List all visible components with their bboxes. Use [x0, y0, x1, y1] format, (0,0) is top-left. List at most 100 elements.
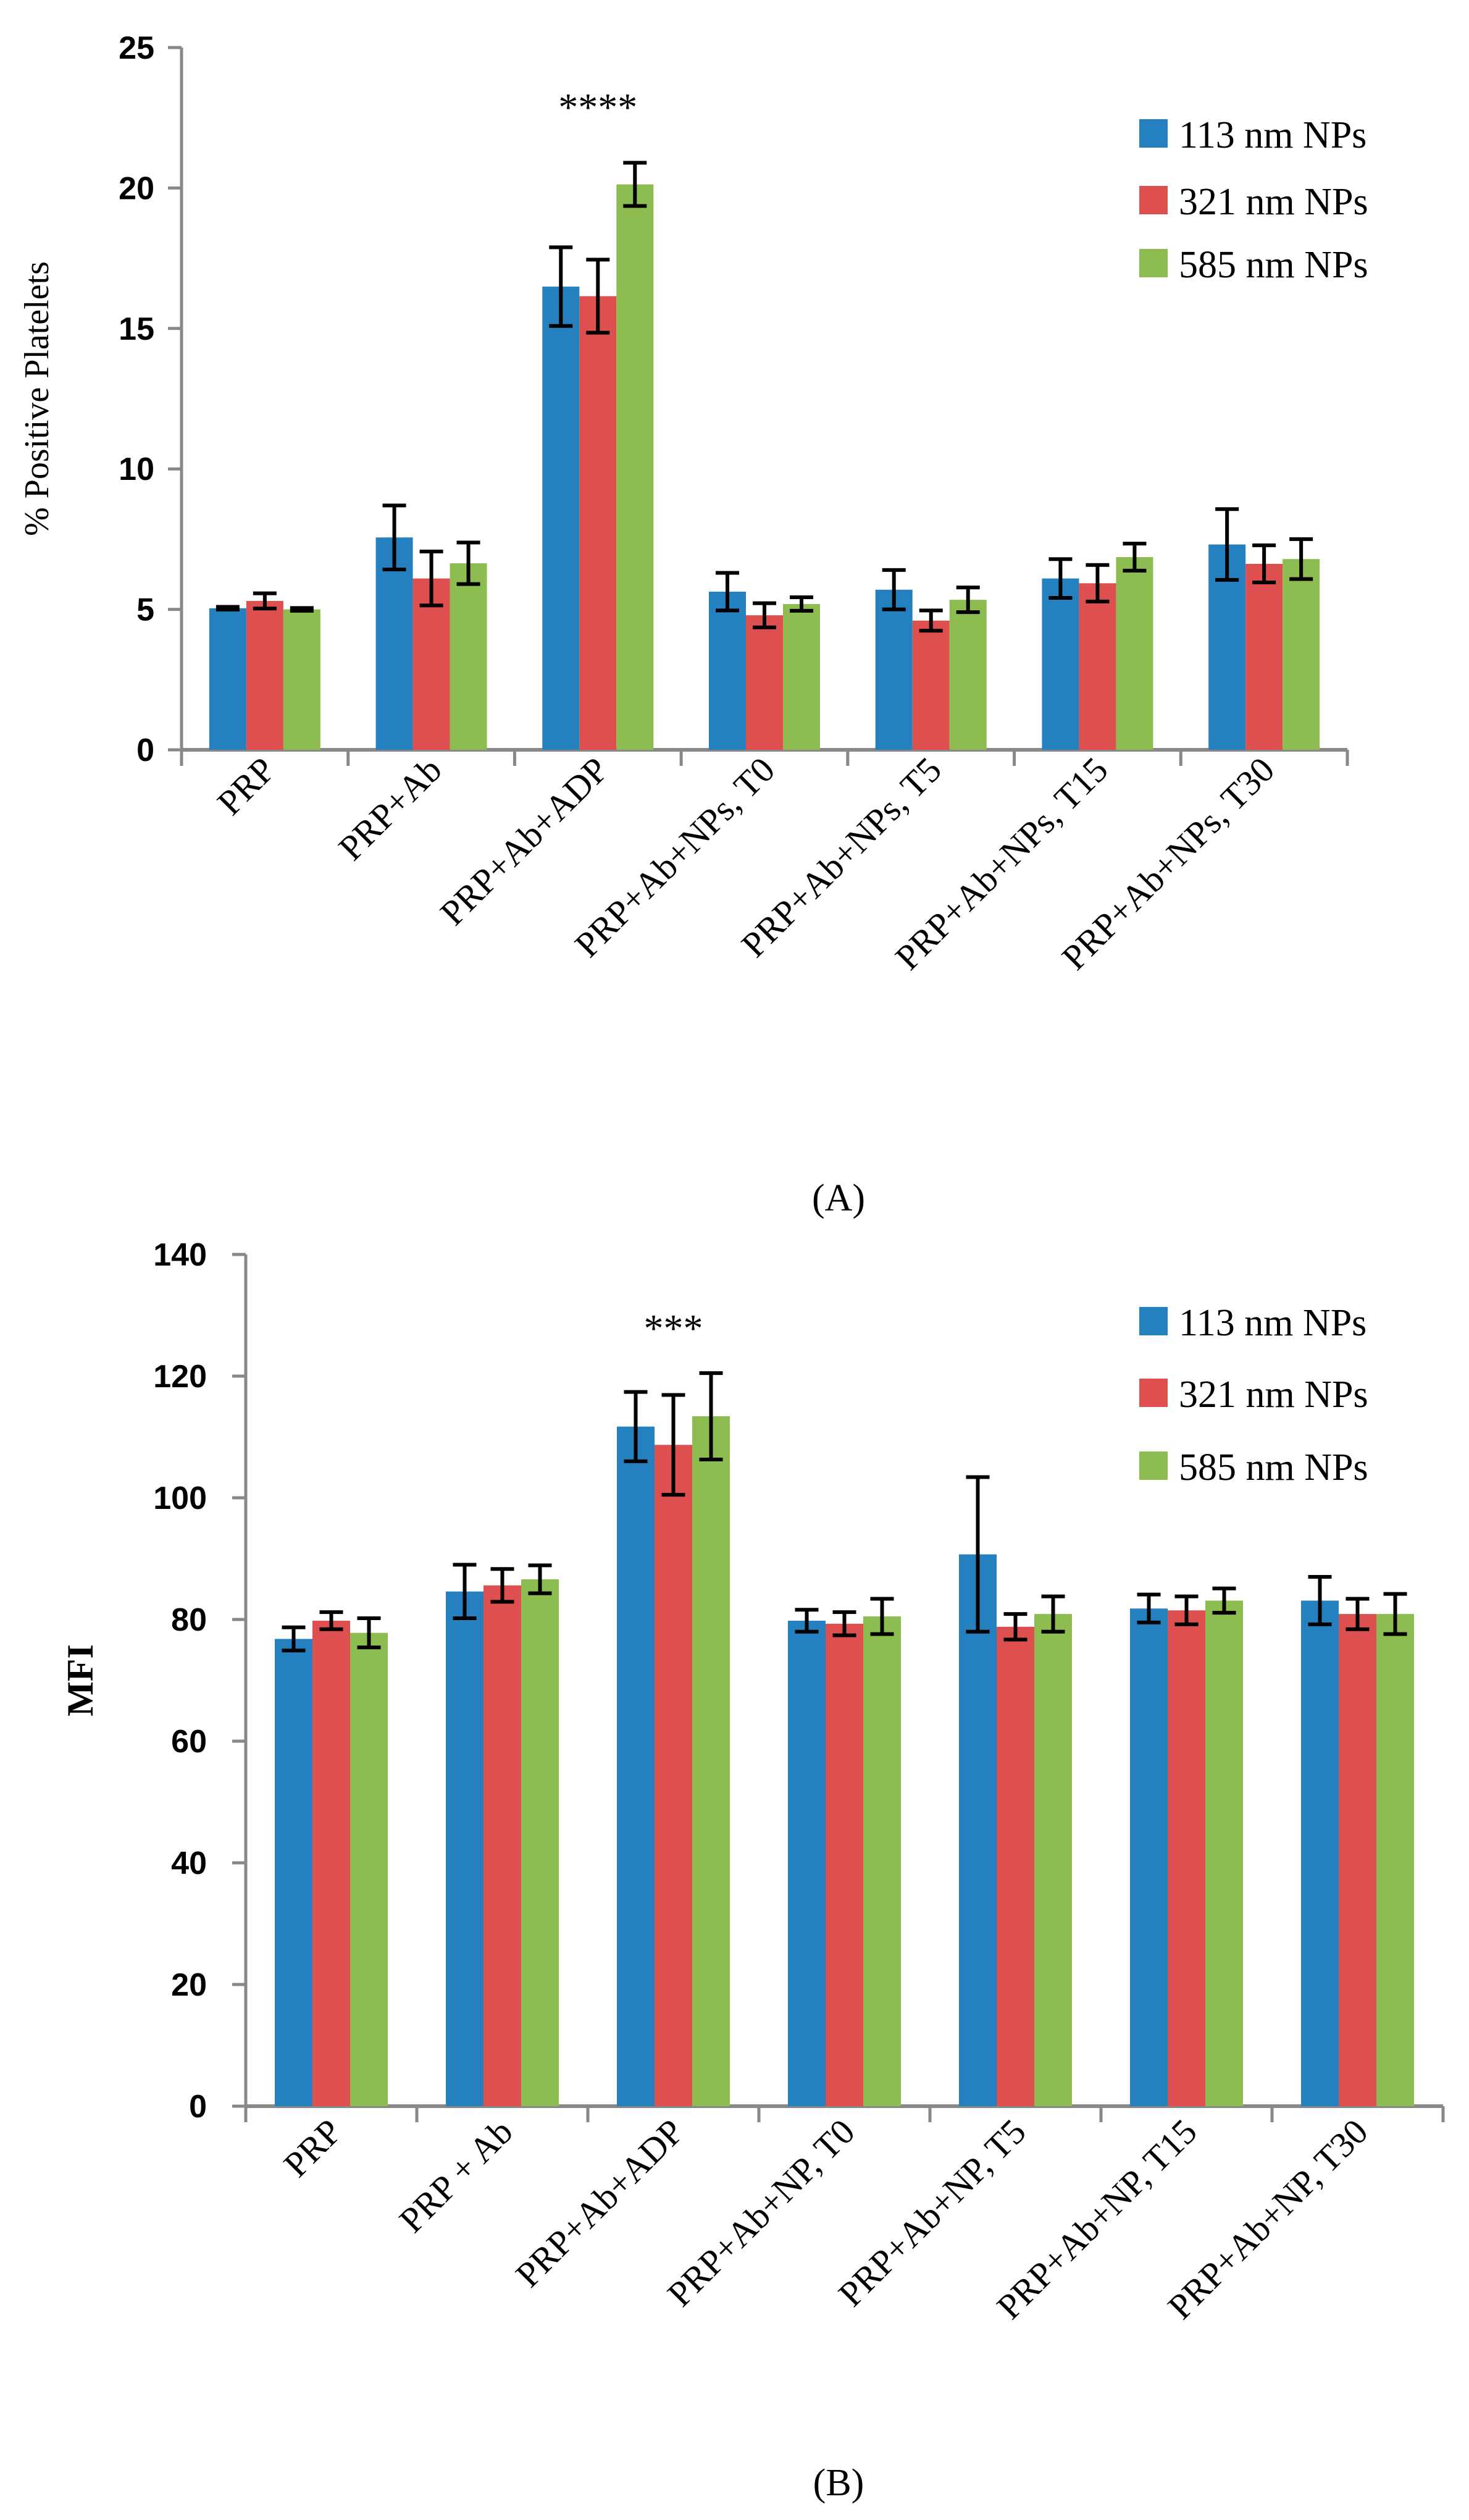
x-category-label: PRP + Ab — [391, 2111, 521, 2240]
error-bar — [1212, 1586, 1236, 1615]
error-bar — [319, 1610, 343, 1631]
error-bar — [790, 595, 813, 613]
error-bar — [382, 503, 406, 572]
error-bar — [419, 549, 443, 608]
legend-swatch — [1139, 186, 1168, 214]
error-bar — [1174, 1594, 1199, 1626]
significance-annotation: *** — [644, 1306, 703, 1350]
bar-585-nm-nps — [521, 1579, 559, 2106]
legend-swatch — [1139, 1451, 1168, 1480]
bar-113-nm-nps — [275, 1639, 312, 2106]
bar-585-nm-nps — [783, 603, 820, 750]
bar-585-nm-nps — [1205, 1600, 1243, 2106]
legend-label: 585 nm NPs — [1179, 1447, 1368, 1489]
bar-585-nm-nps — [1034, 1614, 1072, 2106]
bar-113-nm-nps — [875, 589, 913, 750]
bar-321-nm-nps — [912, 620, 950, 750]
error-bar — [699, 1371, 723, 1461]
legend-label: 585 nm NPs — [1179, 244, 1368, 286]
bar-585-nm-nps — [450, 563, 487, 750]
error-bar — [716, 571, 739, 613]
legend-swatch — [1139, 1307, 1168, 1335]
error-bar — [882, 568, 906, 611]
error-bar — [624, 1390, 648, 1463]
x-category-label: PRP — [276, 2111, 349, 2185]
error-bar — [290, 606, 314, 613]
error-bar — [253, 591, 277, 611]
bar-321-nm-nps — [1168, 1610, 1205, 2106]
panel-caption-a: (A) — [812, 1177, 865, 1219]
error-bar — [1252, 543, 1276, 584]
x-category-label: PRP+Ab — [331, 749, 450, 868]
legend-label: 321 nm NPs — [1179, 1374, 1368, 1416]
y-axis-title: MFI — [60, 1644, 101, 1716]
bar-321-nm-nps — [655, 1445, 692, 2106]
y-tick-label: 80 — [171, 1602, 207, 1638]
chart-panel-a: 0 5 10 15 20 25 % Positive Platelets PRP PRP+AbP… — [18, 30, 1368, 978]
y-tick-label: 60 — [171, 1724, 207, 1760]
error-bar — [1003, 1612, 1027, 1642]
legend-label: 113 nm NPs — [1179, 114, 1366, 156]
bar-585-nm-nps — [1116, 557, 1153, 750]
bar-113-nm-nps — [1130, 1608, 1168, 2106]
bar-321-nm-nps — [826, 1623, 863, 2106]
error-bar — [870, 1597, 894, 1636]
y-tick-label: 100 — [153, 1480, 207, 1516]
bar-113-nm-nps — [542, 287, 580, 750]
y-tick-label: 20 — [171, 1967, 207, 2003]
error-bar — [1308, 1575, 1332, 1626]
error-bar — [966, 1475, 990, 1634]
error-bar — [1048, 557, 1073, 600]
y-tick-label: 5 — [136, 592, 154, 628]
bar-113-nm-nps — [1301, 1600, 1339, 2106]
error-bar — [357, 1616, 381, 1650]
x-category-label: PRP — [209, 749, 283, 823]
bar-113-nm-nps — [617, 1426, 655, 2106]
y-tick-label: 140 — [153, 1237, 207, 1273]
y-tick-label: 120 — [153, 1359, 207, 1395]
y-tick-label: 0 — [136, 733, 154, 768]
y-axis-title: % Positive Platelets — [18, 261, 56, 536]
bar-321-nm-nps — [246, 600, 283, 750]
legend-swatch — [1139, 119, 1168, 148]
bar-113-nm-nps — [375, 537, 413, 750]
bar-113-nm-nps — [209, 608, 246, 750]
bar-585-nm-nps — [1376, 1614, 1414, 2106]
error-bar — [1215, 507, 1239, 582]
error-bar — [453, 1563, 477, 1621]
bar-321-nm-nps — [483, 1585, 521, 2106]
error-bar — [528, 1563, 552, 1595]
bar-321-nm-nps — [1079, 583, 1116, 750]
error-bar — [1123, 542, 1147, 573]
bar-113-nm-nps — [709, 591, 746, 750]
error-bar — [1289, 537, 1313, 581]
bar-113-nm-nps — [1042, 578, 1079, 750]
bar-321-nm-nps — [997, 1626, 1034, 2106]
error-bar — [586, 258, 610, 335]
bar-585-nm-nps — [1283, 559, 1320, 750]
y-tick-label: 10 — [119, 452, 154, 487]
error-bar — [549, 245, 573, 328]
bar-321-nm-nps — [312, 1620, 350, 2106]
error-bar — [956, 586, 980, 615]
error-bar — [1137, 1592, 1161, 1624]
bar-585-nm-nps — [863, 1616, 901, 2106]
bar-113-nm-nps — [788, 1620, 826, 2106]
error-bar — [753, 601, 776, 629]
error-bar — [1041, 1594, 1065, 1634]
chart-panel-b: 0 20 40 60 80 100 120 140 MFI PRP PRP + AbPRP+Ab+A… — [60, 1237, 1445, 2327]
error-bar — [456, 540, 480, 586]
significance-annotation: **** — [558, 85, 637, 129]
bar-321-nm-nps — [746, 615, 783, 750]
y-tick-label: 40 — [171, 1846, 207, 1881]
y-tick-label: 0 — [189, 2089, 207, 2125]
bar-585-nm-nps — [350, 1632, 388, 2106]
bar-585-nm-nps — [949, 600, 987, 750]
panel-caption-b: (B) — [813, 2462, 864, 2504]
y-tick-label: 25 — [119, 30, 154, 66]
error-bar — [661, 1393, 685, 1497]
bar-113-nm-nps — [959, 1554, 997, 2106]
error-bar — [216, 605, 240, 612]
bar-113-nm-nps — [446, 1591, 483, 2106]
